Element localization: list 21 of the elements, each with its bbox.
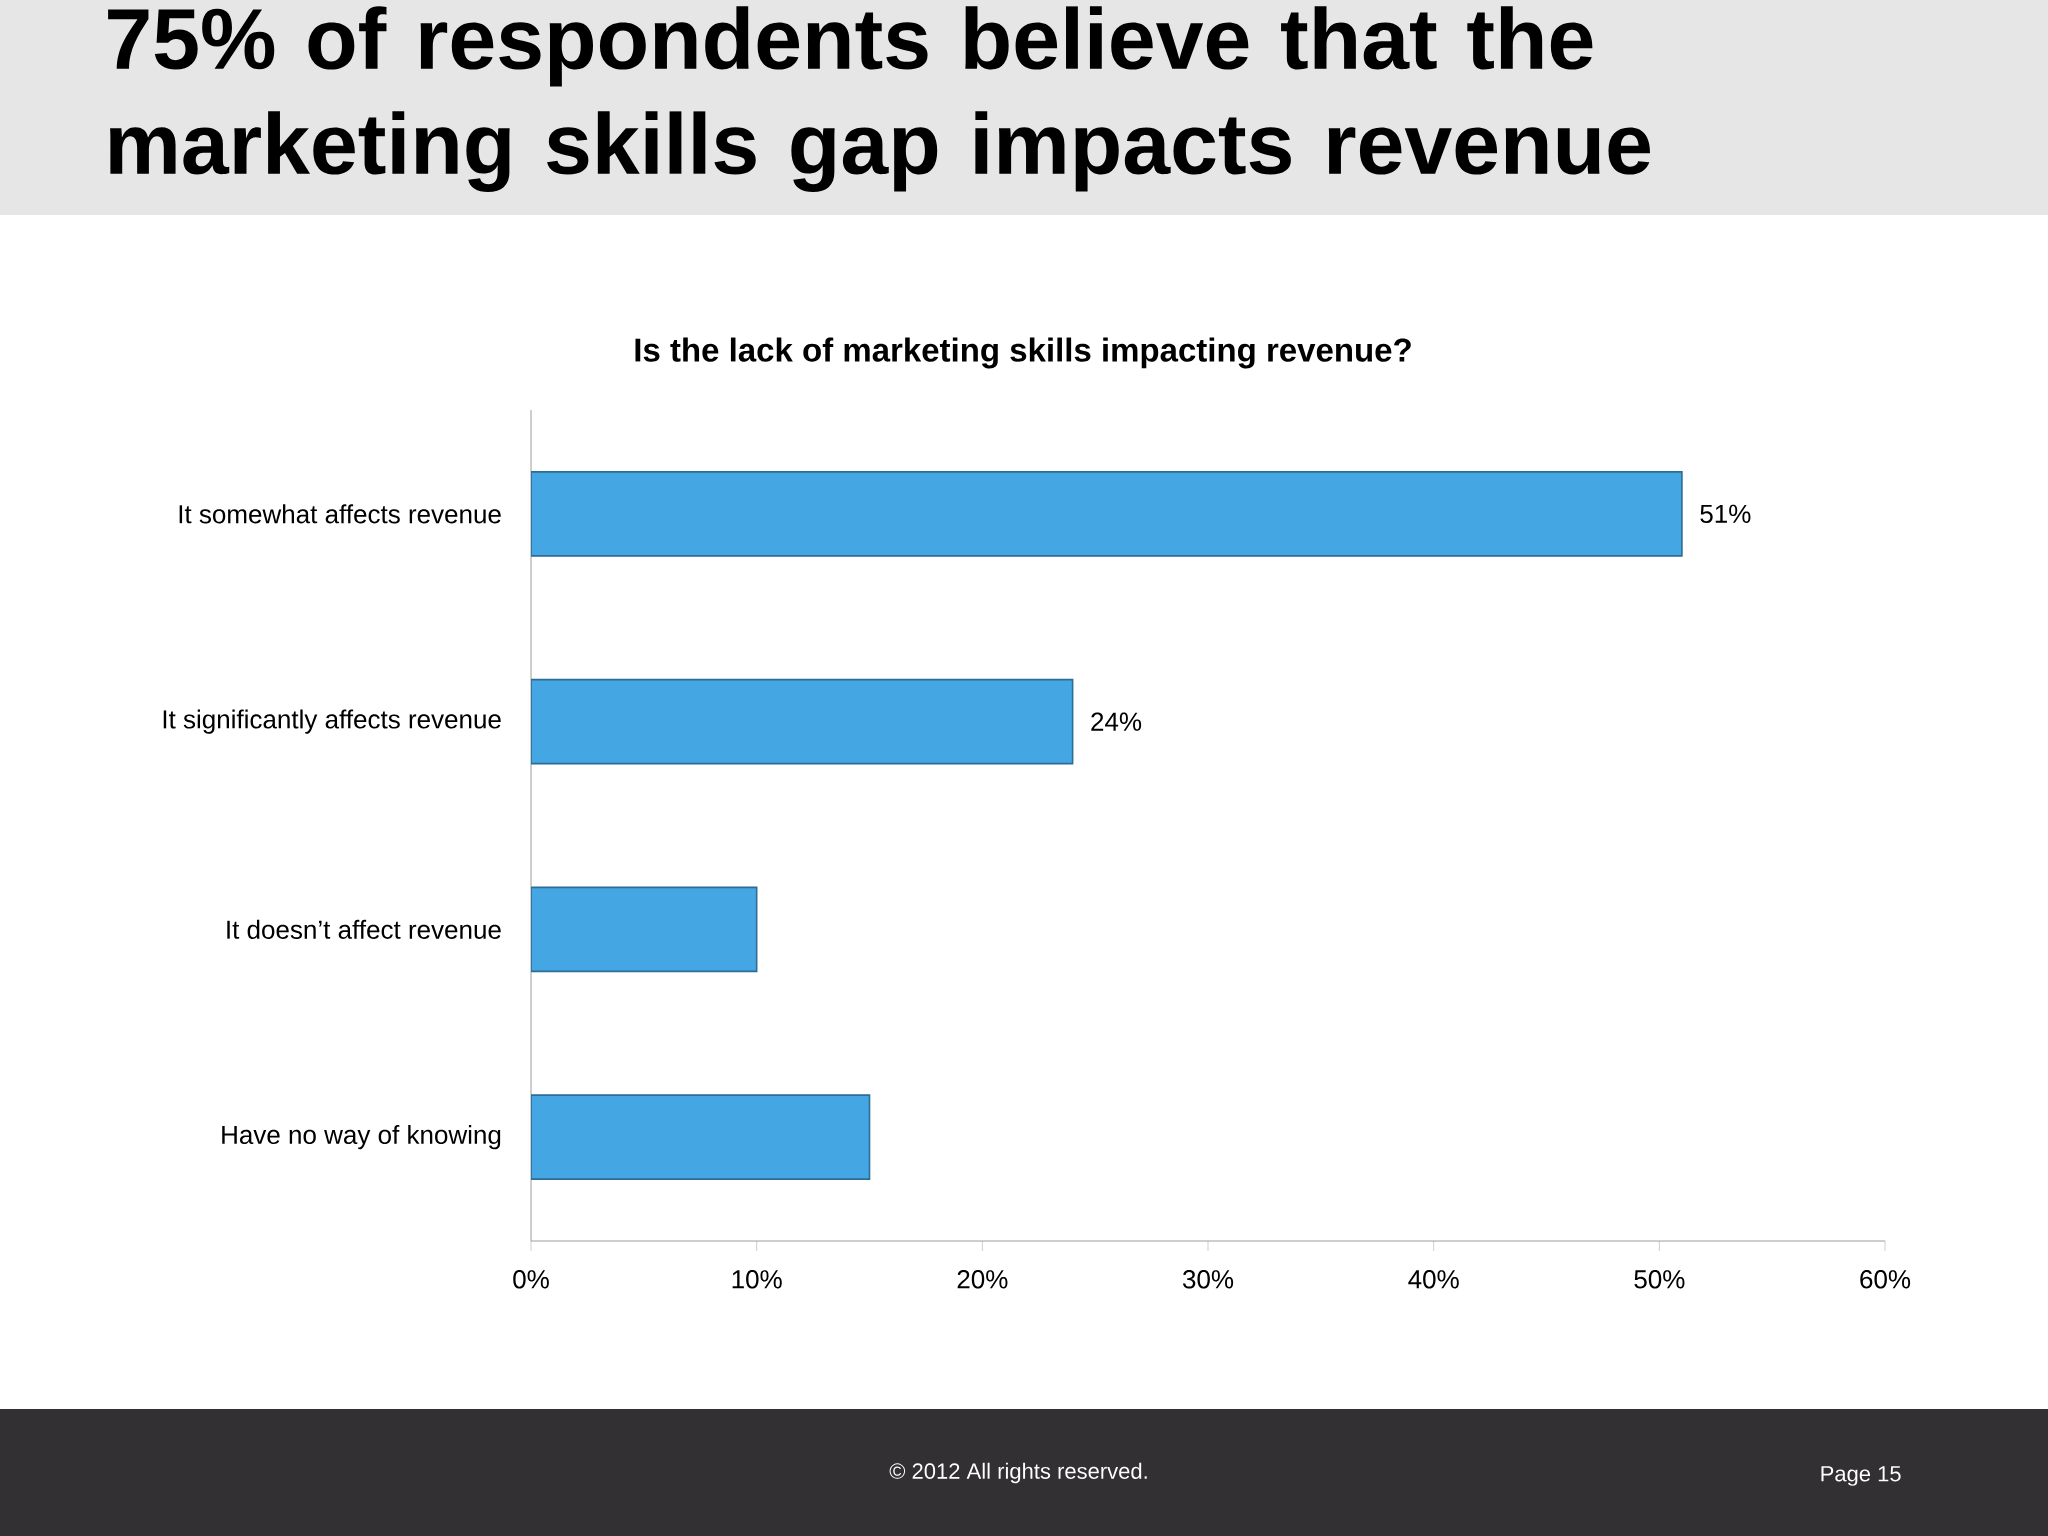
y-tick-label: It somewhat affects revenue	[179, 504, 501, 524]
y-tick-label: It doesn’t affect revenue	[227, 919, 501, 939]
chart-subtitle: Is the lack of marketing skills impacting revenue?	[635, 337, 1411, 369]
data-label: 24%	[1091, 712, 1142, 731]
x-tick-label: 40%	[1408, 1270, 1459, 1289]
x-tick-label: 0%	[513, 1270, 549, 1289]
bar	[531, 886, 758, 973]
y-tick-label: It significantly affects revenue	[163, 709, 501, 734]
bar	[531, 471, 1683, 557]
x-tick-label: 10%	[732, 1270, 782, 1289]
y-tick-label: Have no way of knowing	[222, 1125, 501, 1150]
text: Page 15	[1821, 1466, 1901, 1486]
bar	[531, 1094, 871, 1180]
x-tick-label: 50%	[1634, 1270, 1685, 1289]
x-tick-label: 60%	[1860, 1270, 1911, 1289]
chart-title: 75% of respondents believe that the marketing skills gap impacts revenue	[108, 6, 1650, 192]
bar	[531, 678, 1074, 765]
x-tick-label: 30%	[1183, 1270, 1234, 1289]
text: © 2012 All rights reserved.	[889, 1462, 1147, 1484]
x-tick-label: 20%	[957, 1270, 1008, 1289]
data-label: 51%	[1700, 504, 1751, 524]
